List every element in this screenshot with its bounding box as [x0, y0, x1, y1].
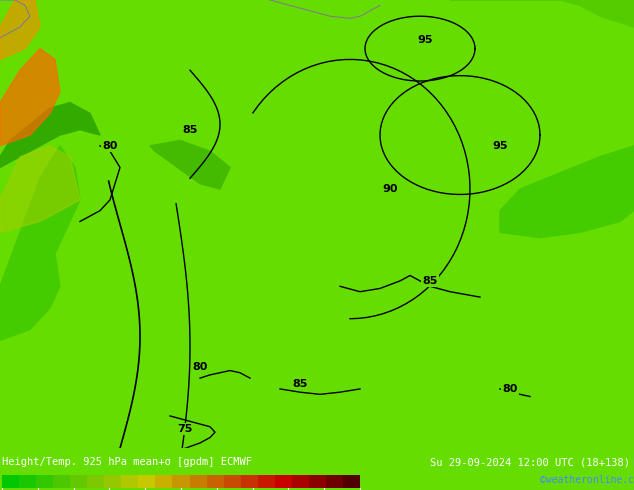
Text: 80: 80	[502, 384, 518, 394]
Bar	[19, 475, 36, 488]
Bar	[53, 475, 70, 488]
Polygon shape	[450, 0, 634, 27]
Text: 95: 95	[417, 35, 433, 45]
Text: 85: 85	[183, 124, 198, 135]
Text: 85: 85	[422, 276, 437, 286]
Bar	[2, 475, 19, 488]
Bar	[257, 475, 275, 488]
Bar	[326, 475, 343, 488]
Bar	[155, 475, 172, 488]
Bar	[172, 475, 190, 488]
Text: 95: 95	[492, 141, 508, 151]
Text: 90: 90	[382, 184, 398, 194]
Polygon shape	[0, 0, 40, 59]
Polygon shape	[0, 102, 100, 168]
Bar	[275, 475, 292, 488]
Text: 80: 80	[192, 362, 208, 372]
Polygon shape	[0, 146, 80, 341]
Text: 80: 80	[102, 141, 118, 151]
Bar	[70, 475, 87, 488]
Bar	[87, 475, 104, 488]
Text: 85: 85	[292, 379, 307, 389]
Bar	[207, 475, 224, 488]
Bar	[241, 475, 257, 488]
Bar	[224, 475, 241, 488]
Bar	[190, 475, 207, 488]
Bar	[343, 475, 360, 488]
Bar	[104, 475, 121, 488]
Polygon shape	[500, 146, 634, 238]
Polygon shape	[150, 141, 230, 189]
Text: ©weatheronline.co.uk: ©weatheronline.co.uk	[540, 475, 634, 485]
Text: 75: 75	[178, 424, 193, 434]
Text: Su 29-09-2024 12:00 UTC (18+138): Su 29-09-2024 12:00 UTC (18+138)	[430, 457, 630, 467]
Bar	[309, 475, 326, 488]
Polygon shape	[0, 146, 80, 232]
Bar	[138, 475, 155, 488]
Text: Height/Temp. 925 hPa mean+σ [gpdm] ECMWF: Height/Temp. 925 hPa mean+σ [gpdm] ECMWF	[2, 457, 252, 467]
Bar	[36, 475, 53, 488]
Bar	[121, 475, 138, 488]
Polygon shape	[0, 49, 60, 146]
Bar	[292, 475, 309, 488]
